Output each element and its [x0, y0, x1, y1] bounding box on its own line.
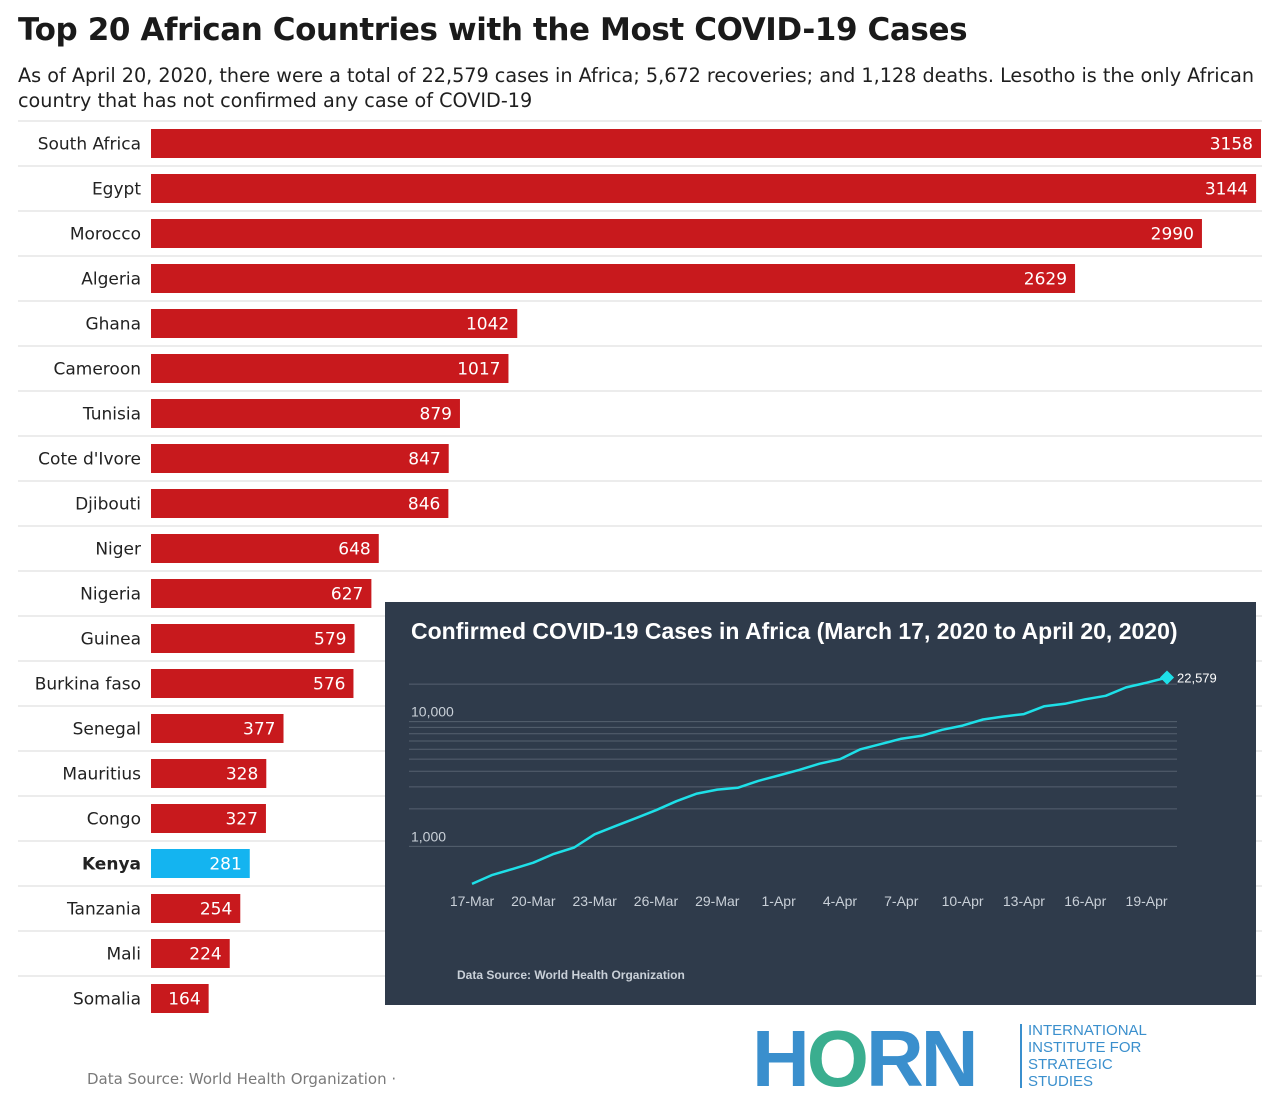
- bar: [151, 849, 250, 878]
- category-label: Senegal: [73, 720, 141, 740]
- category-label: Guinea: [81, 630, 141, 650]
- value-label: 879: [420, 405, 452, 425]
- category-label: Mauritius: [62, 765, 141, 785]
- chart-subtitle: As of April 20, 2020, there were a total…: [18, 64, 1255, 112]
- bar: [151, 174, 1257, 203]
- bar: [151, 219, 1202, 248]
- logo-wordmark: HORN: [752, 1014, 979, 1104]
- logo-letters-rn: RN: [866, 1014, 979, 1103]
- value-label: 579: [314, 630, 346, 650]
- logo-organization-name: INTERNATIONAL INSTITUTE FOR STRATEGIC ST…: [1028, 1022, 1188, 1090]
- category-label: Algeria: [81, 270, 141, 290]
- bar: [151, 489, 449, 518]
- logo-letter-h: H: [752, 1014, 810, 1103]
- category-label: Djibouti: [75, 495, 141, 515]
- value-label: 224: [189, 945, 221, 965]
- x-tick-label: 13-Apr: [1003, 893, 1045, 909]
- category-label: Congo: [87, 810, 141, 830]
- y-tick-label: 10,000: [411, 704, 454, 720]
- bar: [151, 939, 230, 968]
- value-label: 846: [408, 495, 440, 515]
- logo-letter-o: O: [806, 1014, 869, 1103]
- inset-chart-title: Confirmed COVID-19 Cases in Africa (Marc…: [411, 618, 1178, 644]
- bar: [151, 894, 241, 923]
- x-tick-label: 16-Apr: [1064, 893, 1106, 909]
- value-label: 576: [313, 675, 345, 695]
- inset-line-chart-panel: 1,000 10,000 17-Mar 20-Mar 23-Mar 26-Mar 29-Ma…: [385, 602, 1256, 1005]
- category-label: Tanzania: [66, 900, 141, 920]
- value-label: 281: [209, 855, 241, 875]
- x-tick-label: 1-Apr: [762, 893, 797, 909]
- value-label: 328: [226, 765, 258, 785]
- bar: [151, 399, 460, 428]
- category-label: Cote d'Ivore: [38, 450, 141, 470]
- logo-org-line: STUDIES: [1028, 1073, 1094, 1090]
- chart-title: Top 20 African Countries with the Most C…: [18, 12, 968, 48]
- value-label: 847: [408, 450, 440, 470]
- logo-divider: [1020, 1024, 1022, 1088]
- value-label: 648: [338, 540, 370, 560]
- value-label: 1017: [457, 360, 500, 380]
- bar: [151, 984, 209, 1013]
- x-tick-label: 7-Apr: [884, 893, 919, 909]
- series-line: [471, 676, 1168, 886]
- value-label: 327: [225, 810, 257, 830]
- bar: [151, 354, 509, 383]
- bar: [151, 264, 1076, 293]
- x-tick-label: 10-Apr: [942, 893, 984, 909]
- value-label: 377: [243, 720, 275, 740]
- category-label: Somalia: [73, 990, 141, 1010]
- category-label: South Africa: [38, 135, 141, 155]
- bar: [151, 669, 354, 698]
- bar: [151, 579, 372, 608]
- category-label: Kenya: [82, 855, 141, 875]
- x-tick-label: 29-Mar: [695, 893, 740, 909]
- value-label: 2629: [1024, 270, 1067, 290]
- bar: [151, 309, 518, 338]
- inset-data-source: Data Source: World Health Organization: [457, 968, 685, 982]
- end-point-marker: [1159, 670, 1175, 685]
- value-label: 164: [168, 990, 200, 1010]
- bar: [151, 444, 449, 473]
- bar: [151, 624, 355, 653]
- category-label: Ghana: [85, 315, 141, 335]
- value-label: 2990: [1151, 225, 1194, 245]
- line-chart-plot: 1,000 10,000 17-Mar 20-Mar 23-Mar 26-Mar 29-Ma…: [409, 670, 1217, 909]
- x-tick-label: 19-Apr: [1126, 893, 1168, 909]
- category-label: Niger: [95, 540, 141, 560]
- category-label: Egypt: [92, 180, 141, 200]
- value-label: 1042: [466, 315, 509, 335]
- bar: [151, 534, 379, 563]
- bar: [151, 129, 1261, 158]
- category-label: Morocco: [70, 225, 141, 245]
- bar: [151, 714, 284, 743]
- value-label: 3158: [1210, 135, 1253, 155]
- x-tick-label: 26-Mar: [634, 893, 679, 909]
- horn-logo: HORN INTERNATIONAL INSTITUTE FOR STRATEG…: [752, 1014, 1182, 1103]
- bar: [151, 759, 267, 788]
- category-label: Nigeria: [80, 585, 141, 605]
- end-value-label: 22,579: [1177, 671, 1217, 686]
- footer-data-source: Data Source: World Health Organization ·: [87, 1070, 397, 1088]
- category-label: Tunisia: [82, 405, 141, 425]
- logo-org-line: STRATEGIC: [1028, 1056, 1113, 1073]
- logo-org-line: INSTITUTE FOR: [1028, 1039, 1142, 1056]
- category-label: Cameroon: [54, 360, 142, 380]
- value-label: 254: [200, 900, 232, 920]
- x-tick-label: 20-Mar: [511, 893, 556, 909]
- x-tick-label: 17-Mar: [450, 893, 495, 909]
- x-tick-label: 23-Mar: [572, 893, 617, 909]
- value-label: 3144: [1205, 180, 1248, 200]
- category-label: Mali: [106, 945, 141, 965]
- value-label: 627: [331, 585, 363, 605]
- bar: [151, 804, 266, 833]
- x-tick-label: 4-Apr: [823, 893, 858, 909]
- y-tick-label: 1,000: [411, 828, 446, 844]
- bar-chart: South Africa 3158 Egypt 3144 Morocco 2990 Alge…: [18, 120, 1262, 1013]
- logo-org-line: INTERNATIONAL: [1028, 1022, 1147, 1039]
- category-label: Burkina faso: [35, 675, 141, 695]
